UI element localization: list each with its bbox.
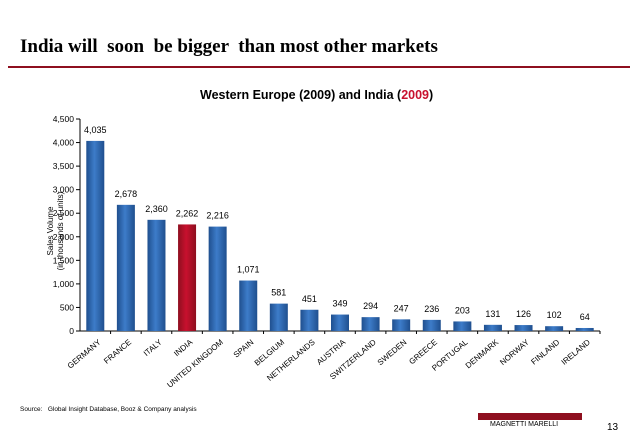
bar (208, 226, 227, 331)
y-tick-label: 1,500 (53, 255, 75, 265)
data-label: 1,071 (237, 265, 260, 275)
x-tick-label: SWEDEN (376, 338, 409, 368)
chart-title-close: ) (429, 88, 434, 102)
x-tick-label: FRANCE (102, 338, 133, 366)
bar (361, 317, 380, 331)
y-tick-label: 2,000 (53, 232, 75, 242)
y-tick-label: 4,000 (53, 138, 75, 148)
y-tick-label: 3,500 (53, 161, 75, 171)
bar (545, 326, 564, 331)
bar (483, 324, 502, 331)
chart-title-year: 2009 (401, 88, 430, 102)
data-label: 2,678 (115, 189, 138, 199)
data-label: 349 (332, 299, 347, 309)
data-label: 2,360 (145, 204, 168, 214)
x-tick-label: INDIA (172, 337, 195, 358)
footer-divider (478, 413, 582, 420)
bar (269, 303, 288, 331)
y-tick-label: 0 (69, 326, 74, 336)
bar (300, 309, 319, 331)
bar (147, 219, 166, 331)
y-axis-label: Sales Volume (46, 206, 55, 255)
y-tick-label: 4,500 (53, 114, 75, 124)
bar (86, 140, 105, 331)
y-axis-label-units: (in thousands of units) (56, 191, 65, 270)
data-label: 102 (547, 310, 562, 320)
bar (575, 327, 594, 331)
chart-title: Western Europe (2009) and India (2009) (200, 88, 433, 102)
data-label: 451 (302, 294, 317, 304)
footer-company: MAGNETTI MARELLI (490, 421, 559, 428)
slide-title: India will soon be bigger than most othe… (20, 36, 438, 57)
data-label: 131 (485, 309, 500, 319)
y-tick-label: 2,500 (53, 208, 75, 218)
data-label: 2,216 (206, 211, 229, 221)
data-label: 64 (580, 312, 590, 322)
data-label: 203 (455, 305, 470, 315)
data-label: 2,262 (176, 208, 199, 218)
data-label: 247 (394, 303, 409, 313)
title-divider (8, 66, 630, 68)
bar (453, 321, 472, 331)
bar (331, 314, 349, 331)
x-tick-label: UNITED KINGDOM (165, 337, 225, 389)
data-label: 4,035 (84, 125, 107, 135)
y-tick-label: 500 (60, 302, 74, 312)
bar (422, 319, 441, 331)
bar (116, 204, 135, 331)
x-tick-label: DENMARK (464, 337, 501, 370)
data-label: 126 (516, 309, 531, 319)
bar (239, 280, 258, 331)
y-tick-label: 1,000 (53, 279, 75, 289)
x-tick-label: NORWAY (498, 337, 531, 367)
x-tick-label: FINLAND (529, 337, 561, 366)
data-label: 581 (271, 288, 286, 298)
bar (392, 319, 411, 331)
data-label: 294 (363, 301, 378, 311)
y-tick-label: 3,000 (53, 185, 75, 195)
x-tick-label: IRELAND (560, 338, 593, 367)
page-number: 13 (607, 422, 619, 433)
x-tick-label: SPAIN (232, 337, 256, 359)
source-note: Source: Global Insight Database, Booz & … (20, 406, 197, 413)
bar (514, 325, 533, 331)
bar (178, 224, 197, 331)
x-tick-label: GERMANY (66, 337, 103, 370)
data-label: 236 (424, 304, 439, 314)
x-tick-label: ITALY (142, 337, 164, 358)
chart-title-text: Western Europe (2009) and India ( (200, 88, 402, 102)
